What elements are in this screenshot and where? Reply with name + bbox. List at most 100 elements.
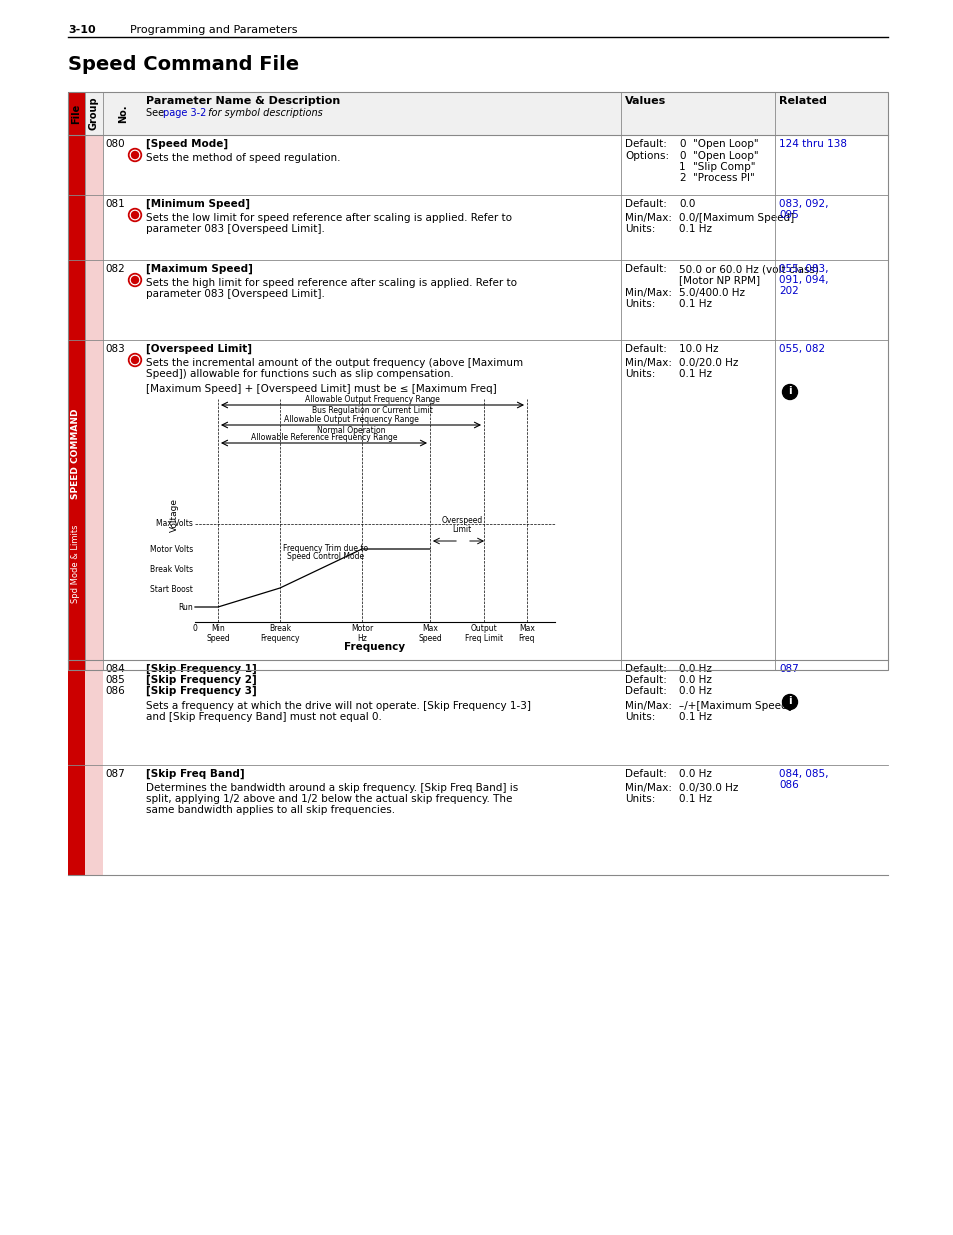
Text: page 3-2: page 3-2 xyxy=(163,107,206,119)
Text: 080: 080 xyxy=(105,140,125,149)
Text: Programming and Parameters: Programming and Parameters xyxy=(130,25,297,35)
Circle shape xyxy=(131,275,139,285)
Text: Min/Max:: Min/Max: xyxy=(624,212,671,224)
Text: [Motor NP RPM]: [Motor NP RPM] xyxy=(679,275,760,285)
Text: Motor Volts: Motor Volts xyxy=(150,545,193,553)
Text: Units:: Units: xyxy=(624,224,655,233)
Text: 0.0 Hz: 0.0 Hz xyxy=(679,685,711,697)
Text: Allowable Reference Frequency Range: Allowable Reference Frequency Range xyxy=(251,433,396,442)
Text: Run: Run xyxy=(178,603,193,611)
Text: Min/Max:: Min/Max: xyxy=(624,783,671,793)
Text: [Skip Freq Band]: [Skip Freq Band] xyxy=(146,769,244,779)
Text: 0.0 Hz: 0.0 Hz xyxy=(679,664,711,674)
Text: 086: 086 xyxy=(779,781,798,790)
Text: 0.1 Hz: 0.1 Hz xyxy=(679,224,711,233)
Text: File: File xyxy=(71,104,81,124)
Text: Default:: Default: xyxy=(624,685,666,697)
Text: Default:: Default: xyxy=(624,140,666,149)
Text: for symbol descriptions: for symbol descriptions xyxy=(205,107,322,119)
Text: Frequency: Frequency xyxy=(344,642,405,652)
Text: 095: 095 xyxy=(779,210,798,220)
Text: Values: Values xyxy=(624,96,665,106)
Text: Min/Max:: Min/Max: xyxy=(624,701,671,711)
Text: 0: 0 xyxy=(193,624,197,634)
Text: Limit: Limit xyxy=(452,525,471,534)
Circle shape xyxy=(131,151,139,159)
Text: Min/Max:: Min/Max: xyxy=(624,288,671,298)
Text: Output
Freq Limit: Output Freq Limit xyxy=(464,624,502,643)
Circle shape xyxy=(129,353,141,367)
Bar xyxy=(68,91,85,876)
Text: Speed]) allowable for functions such as slip compensation.: Speed]) allowable for functions such as … xyxy=(146,369,454,379)
Text: Break Volts: Break Volts xyxy=(150,566,193,574)
Text: "Slip Comp": "Slip Comp" xyxy=(692,162,755,172)
Text: Normal Operation: Normal Operation xyxy=(316,426,385,435)
Text: Frequency Trim due to: Frequency Trim due to xyxy=(283,543,368,553)
Text: 10.0 Hz: 10.0 Hz xyxy=(679,345,718,354)
Text: 083: 083 xyxy=(105,345,125,354)
Text: [Skip Frequency 1]: [Skip Frequency 1] xyxy=(146,664,256,674)
Text: same bandwidth applies to all skip frequencies.: same bandwidth applies to all skip frequ… xyxy=(146,805,395,815)
Text: Max Volts: Max Volts xyxy=(156,520,193,529)
Text: Options:: Options: xyxy=(624,151,668,161)
Text: Motor
Hz: Motor Hz xyxy=(351,624,373,643)
Text: –/+[Maximum Speed]: –/+[Maximum Speed] xyxy=(679,701,791,711)
Text: See: See xyxy=(146,107,167,119)
Text: Default:: Default: xyxy=(624,769,666,779)
Text: 087: 087 xyxy=(105,769,125,779)
Text: Default:: Default: xyxy=(624,664,666,674)
Text: Speed Command File: Speed Command File xyxy=(68,56,299,74)
Text: "Process PI": "Process PI" xyxy=(692,173,754,183)
Text: 0.1 Hz: 0.1 Hz xyxy=(679,369,711,379)
Circle shape xyxy=(781,694,797,709)
Text: 0.0/30.0 Hz: 0.0/30.0 Hz xyxy=(679,783,738,793)
Text: 50.0 or 60.0 Hz (volt class): 50.0 or 60.0 Hz (volt class) xyxy=(679,264,818,274)
Text: Spd Mode & Limits: Spd Mode & Limits xyxy=(71,524,80,603)
Text: 0.1 Hz: 0.1 Hz xyxy=(679,299,711,309)
Text: 0.0/[Maximum Speed]: 0.0/[Maximum Speed] xyxy=(679,212,794,224)
Text: Break
Frequency: Break Frequency xyxy=(260,624,299,643)
Text: Sets the high limit for speed reference after scaling is applied. Refer to: Sets the high limit for speed reference … xyxy=(146,278,517,288)
Text: 1: 1 xyxy=(679,162,685,172)
Text: 081: 081 xyxy=(105,199,125,209)
Text: [Overspeed Limit]: [Overspeed Limit] xyxy=(146,345,252,354)
Text: 082: 082 xyxy=(105,264,125,274)
Text: split, applying 1/2 above and 1/2 below the actual skip frequency. The: split, applying 1/2 above and 1/2 below … xyxy=(146,794,512,804)
Text: Voltage: Voltage xyxy=(170,498,178,531)
Circle shape xyxy=(129,273,141,287)
Text: Default:: Default: xyxy=(624,676,666,685)
Text: [Skip Frequency 3]: [Skip Frequency 3] xyxy=(146,685,256,697)
Circle shape xyxy=(132,277,138,284)
Text: parameter 083 [Overspeed Limit].: parameter 083 [Overspeed Limit]. xyxy=(146,224,325,233)
Text: 3-10: 3-10 xyxy=(68,25,95,35)
Text: 084: 084 xyxy=(105,664,125,674)
Text: Max
Freq: Max Freq xyxy=(518,624,535,643)
Text: Sets the low limit for speed reference after scaling is applied. Refer to: Sets the low limit for speed reference a… xyxy=(146,212,512,224)
Circle shape xyxy=(781,384,797,399)
Text: SPEED COMMAND: SPEED COMMAND xyxy=(71,409,80,499)
Text: 055, 083,: 055, 083, xyxy=(779,264,827,274)
Text: Default:: Default: xyxy=(624,345,666,354)
Text: [Maximum Speed]: [Maximum Speed] xyxy=(146,264,253,274)
Text: Units:: Units: xyxy=(624,369,655,379)
Circle shape xyxy=(131,210,139,220)
Text: 083, 092,: 083, 092, xyxy=(779,199,827,209)
Text: Sets the incremental amount of the output frequency (above [Maximum: Sets the incremental amount of the outpu… xyxy=(146,358,522,368)
Circle shape xyxy=(132,152,138,158)
Text: Default:: Default: xyxy=(624,199,666,209)
Text: Speed Control Mode: Speed Control Mode xyxy=(287,552,364,561)
Text: [Speed Mode]: [Speed Mode] xyxy=(146,140,228,149)
Text: 0.0: 0.0 xyxy=(679,199,695,209)
Text: [Maximum Speed] + [Overspeed Limit] must be ≤ [Maximum Freq]: [Maximum Speed] + [Overspeed Limit] must… xyxy=(146,384,497,394)
Text: Overspeed: Overspeed xyxy=(441,516,482,525)
Text: Determines the bandwidth around a skip frequency. [Skip Freq Band] is: Determines the bandwidth around a skip f… xyxy=(146,783,517,793)
Text: i: i xyxy=(787,387,791,396)
Text: 091, 094,: 091, 094, xyxy=(779,275,827,285)
Circle shape xyxy=(131,356,139,364)
Circle shape xyxy=(129,209,141,221)
Text: Default:: Default: xyxy=(624,264,666,274)
Text: Min/Max:: Min/Max: xyxy=(624,358,671,368)
Bar xyxy=(85,91,103,876)
Text: i: i xyxy=(787,697,791,706)
Circle shape xyxy=(132,357,138,363)
